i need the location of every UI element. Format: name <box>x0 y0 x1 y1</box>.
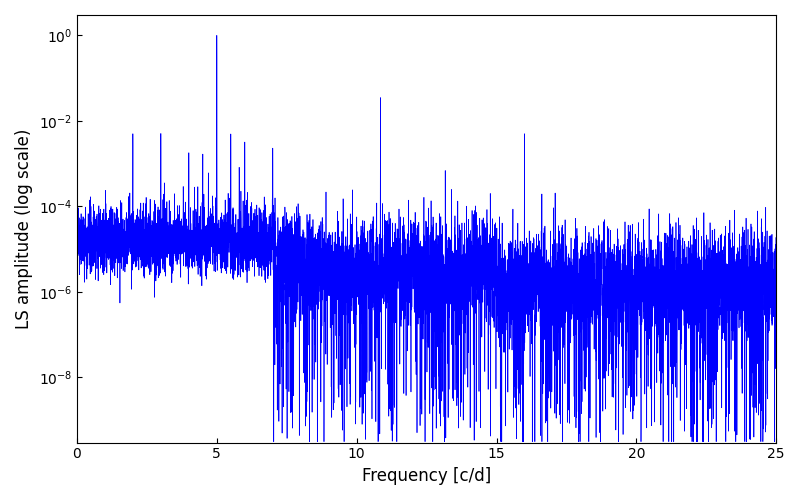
X-axis label: Frequency [c/d]: Frequency [c/d] <box>362 467 491 485</box>
Y-axis label: LS amplitude (log scale): LS amplitude (log scale) <box>15 128 33 329</box>
